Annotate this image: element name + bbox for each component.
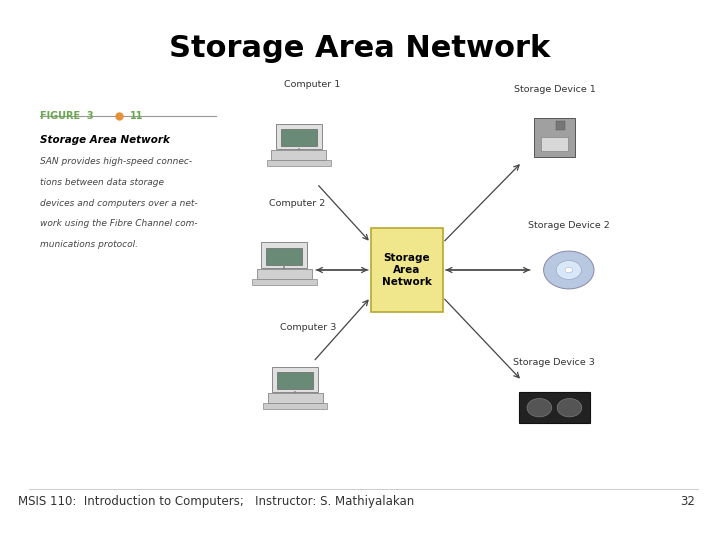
Text: Storage
Area
Network: Storage Area Network: [382, 253, 432, 287]
FancyBboxPatch shape: [263, 403, 328, 409]
Text: Storage Device 3: Storage Device 3: [513, 358, 595, 367]
FancyBboxPatch shape: [272, 367, 318, 393]
Circle shape: [527, 399, 552, 417]
FancyBboxPatch shape: [252, 279, 317, 285]
Text: 11: 11: [130, 111, 143, 121]
FancyBboxPatch shape: [371, 228, 443, 312]
Circle shape: [565, 267, 572, 273]
FancyBboxPatch shape: [271, 150, 326, 160]
Text: SAN provides high-speed connec-: SAN provides high-speed connec-: [40, 158, 192, 166]
Text: munications protocol.: munications protocol.: [40, 240, 138, 248]
Circle shape: [557, 399, 582, 417]
FancyBboxPatch shape: [541, 137, 567, 151]
Text: Computer 3: Computer 3: [280, 323, 336, 332]
FancyBboxPatch shape: [266, 247, 302, 265]
Text: Storage Device 1: Storage Device 1: [513, 85, 595, 94]
FancyBboxPatch shape: [268, 393, 323, 403]
Circle shape: [544, 251, 594, 289]
FancyBboxPatch shape: [276, 124, 322, 150]
FancyBboxPatch shape: [266, 160, 331, 166]
FancyBboxPatch shape: [519, 392, 590, 423]
Text: Storage Area Network: Storage Area Network: [40, 136, 169, 145]
Text: FIGURE  3: FIGURE 3: [40, 111, 93, 121]
Text: devices and computers over a net-: devices and computers over a net-: [40, 199, 197, 207]
FancyBboxPatch shape: [534, 118, 575, 157]
Text: tions between data storage: tions between data storage: [40, 178, 163, 187]
Text: Storage Device 2: Storage Device 2: [528, 220, 610, 230]
FancyBboxPatch shape: [281, 129, 317, 146]
Text: Storage Area Network: Storage Area Network: [169, 34, 551, 63]
Text: Computer 2: Computer 2: [269, 199, 325, 208]
Text: MSIS 110:  Introduction to Computers;   Instructor: S. Mathiyalakan: MSIS 110: Introduction to Computers; Ins…: [18, 495, 414, 508]
FancyBboxPatch shape: [557, 121, 565, 130]
FancyBboxPatch shape: [257, 269, 312, 279]
FancyBboxPatch shape: [277, 372, 313, 389]
Circle shape: [557, 261, 582, 280]
FancyBboxPatch shape: [261, 242, 307, 268]
Text: Computer 1: Computer 1: [284, 80, 340, 89]
Text: 32: 32: [680, 495, 695, 508]
Text: work using the Fibre Channel com-: work using the Fibre Channel com-: [40, 219, 197, 228]
